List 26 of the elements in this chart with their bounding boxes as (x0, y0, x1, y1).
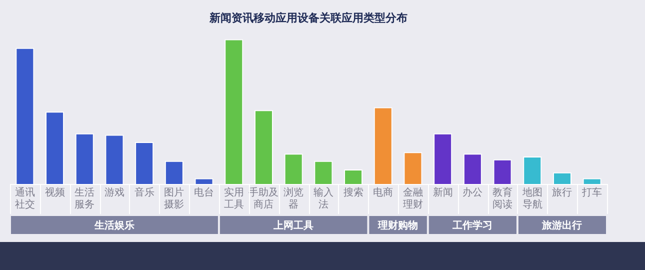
x-tick-label: 音乐 (134, 186, 154, 199)
x-tick-label: 办公 (462, 186, 483, 199)
x-tick-label: 新闻 (432, 186, 453, 199)
x-tick-label: 游戏 (104, 186, 124, 199)
text: 旅游出行 (541, 220, 582, 232)
x-tick-label: 电商 (373, 186, 394, 199)
x-tick-label: 旅行 (552, 186, 572, 199)
x-tick-label: 电台 (194, 186, 214, 199)
text: 生活娱乐 (93, 220, 134, 232)
x-tick-label: 手助及商店 (248, 186, 279, 211)
x-tick-label: 地图导航 (521, 186, 542, 211)
x-tick-label: 浏览器 (284, 186, 304, 211)
x-tick-label: 搜索 (343, 186, 364, 199)
x-tick-label: 实用工具 (224, 186, 244, 211)
x-tick-label: 输入法 (313, 186, 334, 211)
x-tick-label: 图片摄影 (164, 186, 184, 211)
x-tick-label: 生活服务 (74, 186, 95, 211)
text: 上网工具 (272, 220, 314, 232)
x-tick-label: 视频 (44, 186, 65, 199)
chart-title: 新闻资讯移动应用设备关联应用类型分布 (208, 11, 408, 24)
x-tick-label: 教育阅读 (492, 186, 513, 211)
x-tick-label: 金融理财 (402, 186, 423, 211)
text: 理财购物 (377, 220, 418, 232)
text: 工作学习 (452, 220, 493, 232)
x-tick-label: 打车 (581, 186, 602, 199)
x-tick-label: 通讯社交 (14, 186, 35, 211)
